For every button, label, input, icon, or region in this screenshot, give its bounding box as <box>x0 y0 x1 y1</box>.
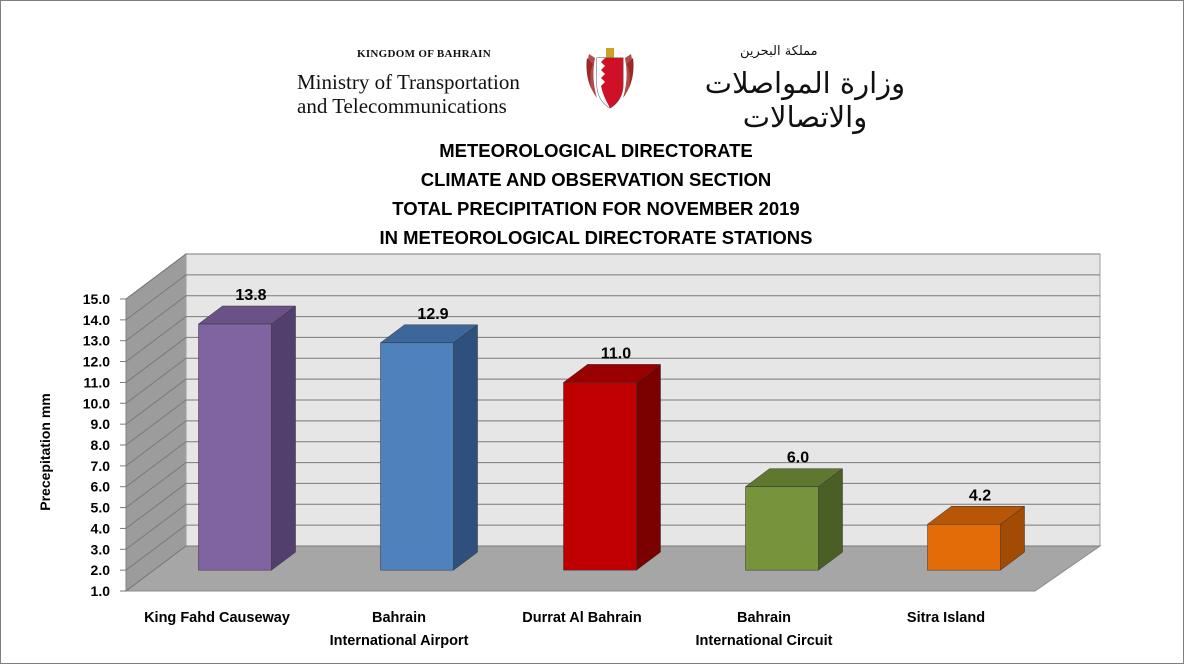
y-tick-label: 13.0 <box>83 333 110 349</box>
gridline <box>125 274 1100 321</box>
y-tick-label: 10.0 <box>83 395 110 411</box>
bar-side <box>453 324 478 571</box>
y-tick-label: 9.0 <box>91 416 111 432</box>
category-label: Bahrain <box>737 610 791 626</box>
gridline <box>125 316 1100 362</box>
gridline <box>125 378 1100 425</box>
y-tick-label: 14.0 <box>83 312 110 328</box>
y-tick-label: 2.0 <box>91 562 111 578</box>
kingdom-name-en: KINGDOM OF BAHRAIN <box>357 48 491 60</box>
bar-value-label: 13.8 <box>235 287 266 304</box>
kingdom-name-ar: مملكة البحرين <box>740 44 818 59</box>
bar-side <box>271 305 296 571</box>
title-line-3: TOTAL PRECIPITATION FOR NOVEMBER 2019 <box>392 198 800 219</box>
bar-front <box>745 486 819 571</box>
y-tick-label: 15.0 <box>83 291 110 307</box>
y-tick-label: 5.0 <box>91 500 111 516</box>
bar-value-label: 11.0 <box>601 345 631 362</box>
y-axis-label: Precepitation mm <box>37 393 53 510</box>
bar-front <box>927 524 1001 571</box>
bar-value-label: 4.2 <box>969 487 991 504</box>
bar-front <box>563 382 637 571</box>
category-label: Sitra Island <box>907 610 985 626</box>
bar-value-label: 6.0 <box>787 450 809 467</box>
category-label: King Fahd Causeway <box>144 610 290 626</box>
ministry-name-en-line2: and Telecommunications <box>297 94 507 118</box>
y-tick-label: 6.0 <box>91 479 111 495</box>
y-tick-label: 8.0 <box>91 437 111 453</box>
category-label-line2: International Airport <box>330 633 469 649</box>
bar: 6.0 <box>744 450 844 571</box>
category-label: Durrat Al Bahrain <box>522 610 642 626</box>
title-line-4: IN METEOROLOGICAL DIRECTORATE STATIONS <box>379 227 813 248</box>
bars: 13.8 12.9 11.0 6.0 4.2 <box>197 287 1026 571</box>
y-tick-label: 3.0 <box>91 541 111 557</box>
gridline <box>125 399 1100 446</box>
gridline <box>125 420 1100 467</box>
bar-front <box>380 342 454 571</box>
bar-front <box>198 323 272 571</box>
title-line-1: METEOROLOGICAL DIRECTORATE <box>439 140 753 161</box>
bar-value-label: 12.9 <box>417 306 448 323</box>
bar: 11.0 <box>562 345 662 571</box>
title-line-2: CLIMATE AND OBSERVATION SECTION <box>420 169 772 190</box>
bar: 13.8 <box>197 287 297 571</box>
x-axis-categories: King Fahd Causeway Bahrain International A… <box>144 610 985 649</box>
gridline <box>125 253 1100 300</box>
y-tick-label: 12.0 <box>83 354 110 370</box>
gridline <box>125 462 1100 508</box>
y-tick-label: 1.0 <box>91 583 111 599</box>
bar: 4.2 <box>926 487 1026 571</box>
y-axis-ticks: 1.0 2.0 3.0 4.0 5.0 6.0 7.0 8.0 9.0 10.0 11.0 12.0 1… <box>83 291 126 599</box>
bar: 12.9 <box>379 306 479 571</box>
gridline <box>125 441 1100 488</box>
ministry-name-en: Ministry of Transportation and Telecommu… <box>297 70 520 118</box>
gridline <box>125 357 1100 404</box>
ministry-header: KINGDOM OF BAHRAIN Ministry of Transport… <box>0 40 1184 134</box>
gridline <box>125 295 1100 342</box>
y-tick-label: 4.0 <box>91 520 111 536</box>
chart-title: METEOROLOGICAL DIRECTORATE CLIMATE AND O… <box>296 136 896 252</box>
gridline <box>125 336 1100 383</box>
category-label: Bahrain <box>372 610 426 626</box>
bar-side <box>636 363 661 571</box>
category-label-line2: International Circuit <box>696 633 833 649</box>
y-tick-label: 11.0 <box>84 374 111 390</box>
bahrain-emblem-icon <box>586 48 634 109</box>
y-tick-label: 7.0 <box>91 458 111 474</box>
ministry-name-en-line1: Ministry of Transportation <box>297 70 520 94</box>
ministry-name-ar: وزارة المواصلات والاتصالات <box>704 66 906 134</box>
